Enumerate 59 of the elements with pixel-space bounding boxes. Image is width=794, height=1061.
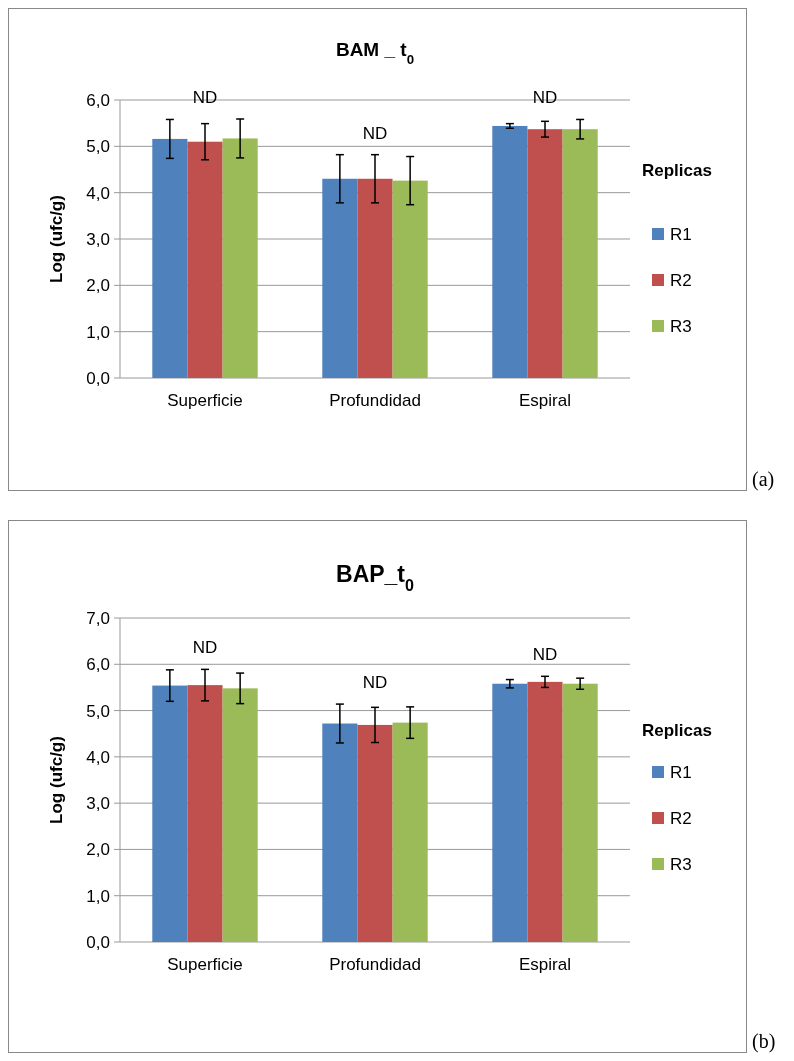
text: (a) [752, 468, 775, 491]
annotation: ND [192, 638, 218, 658]
bar [222, 688, 258, 942]
legend-title: Replicas [642, 720, 712, 740]
legend-label: R3 [670, 316, 692, 336]
bar [392, 722, 428, 942]
annotation: ND [362, 123, 388, 143]
y-tick-label: 6,0 [86, 90, 110, 110]
y-tick-label: 0,0 [86, 368, 110, 388]
y-axis-title: Log (ufc/g) [47, 195, 66, 283]
chart-title: BAP_t$_{0}$ [336, 561, 415, 594]
y-tick-label: 2,0 [86, 276, 110, 296]
bar [492, 683, 528, 942]
x-tick-label: Profundidad [329, 955, 421, 974]
x-tick-label: Espiral [519, 955, 571, 974]
bar [392, 180, 428, 378]
bar [357, 724, 393, 942]
y-tick-label: 6,0 [86, 655, 110, 675]
legend-label: R2 [670, 270, 692, 290]
text: (b) [752, 1030, 776, 1053]
bar [492, 125, 528, 378]
y-tick-label: 4,0 [86, 183, 110, 203]
x-tick-label: Espiral [519, 391, 571, 410]
bar [187, 141, 223, 378]
x-tick-label: Superficie [167, 391, 243, 410]
bar [562, 129, 598, 378]
y-tick-label: 4,0 [86, 747, 110, 767]
bar [322, 723, 358, 942]
legend-title: Replicas [642, 160, 712, 180]
bar [322, 178, 358, 378]
y-tick-label: 3,0 [86, 794, 110, 814]
legend-label: R1 [670, 762, 692, 782]
legend-label: R1 [670, 224, 692, 244]
y-tick-label: 2,0 [86, 840, 110, 860]
y-tick-label: 7,0 [86, 608, 110, 628]
annotation: ND [532, 645, 558, 665]
bar [152, 138, 188, 378]
bar [357, 178, 393, 378]
bar [527, 129, 563, 378]
bar [527, 681, 563, 942]
y-tick-label: 1,0 [86, 322, 110, 342]
bar [152, 685, 188, 942]
y-tick-label: 5,0 [86, 701, 110, 721]
chart-title: BAM _ t$_{0}$ [335, 39, 415, 67]
annotation: ND [532, 88, 558, 108]
x-tick-label: Superficie [167, 955, 243, 974]
bar [562, 683, 598, 942]
y-tick-label: 0,0 [86, 932, 110, 952]
bar [222, 138, 258, 378]
bar [187, 685, 223, 942]
annotation: ND [362, 673, 388, 693]
y-tick-label: 5,0 [86, 137, 110, 157]
y-tick-label: 3,0 [86, 229, 110, 249]
y-axis-title: Log (ufc/g) [47, 736, 66, 824]
y-tick-label: 1,0 [86, 886, 110, 906]
legend-label: R3 [670, 854, 692, 874]
legend-label: R2 [670, 808, 692, 828]
x-tick-label: Profundidad [329, 391, 421, 410]
annotation: ND [192, 88, 218, 107]
